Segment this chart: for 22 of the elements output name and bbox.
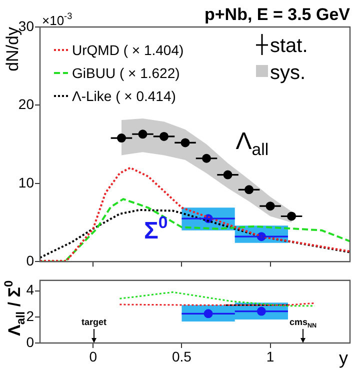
legend-label: GiBUU ( × 1.622) [72, 65, 180, 81]
line-series [40, 198, 350, 262]
annotation: stat. [270, 35, 308, 57]
x-axis-title: y [339, 348, 348, 368]
y-axis-title: Λall / Σ0 [1, 280, 28, 336]
annotation: target [82, 317, 107, 327]
x-tick-label: 0.5 [172, 348, 192, 364]
y-tick-label: 10 [18, 174, 34, 190]
y-tick-label: 0 [26, 334, 34, 350]
legend-label: Λ-Like ( × 0.414) [72, 88, 176, 104]
line-series [40, 208, 350, 259]
x-tick-label: 1 [266, 348, 274, 364]
legend-label: UrQMD ( × 1.404) [72, 42, 184, 58]
annotation: sys. [270, 62, 306, 84]
line-series [40, 166, 350, 262]
y-tick-label: 2 [26, 308, 34, 324]
chart-title: p+Nb, E = 3.5 GeV [204, 5, 351, 24]
x-tick-label: 0 [89, 348, 98, 364]
y-tick-label: 0 [26, 252, 34, 268]
y-tick-label: 4 [26, 282, 34, 298]
line-series [118, 291, 316, 307]
y-tick-label: 20 [18, 96, 34, 112]
